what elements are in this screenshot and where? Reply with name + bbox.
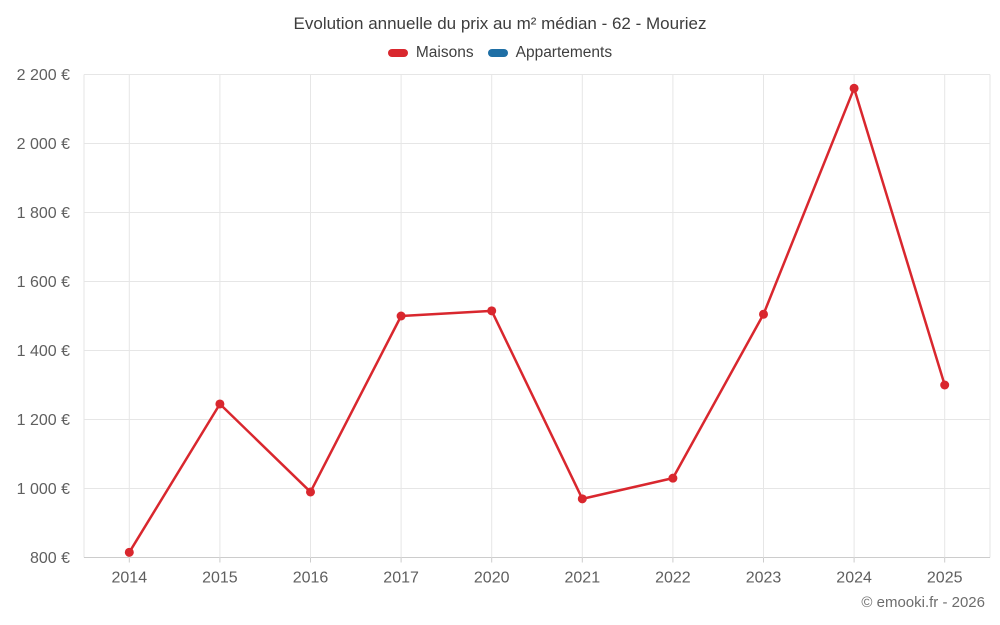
- data-point-maisons[interactable]: [577, 494, 587, 504]
- series-line-maisons: [128, 87, 946, 554]
- data-point-maisons[interactable]: [668, 473, 678, 483]
- x-axis-label: 2017: [383, 570, 419, 587]
- x-axis-label: 2020: [474, 570, 510, 587]
- x-axis-label: 2014: [112, 570, 148, 587]
- y-axis-label: 800 €: [30, 550, 70, 567]
- data-point-maisons[interactable]: [215, 399, 225, 409]
- y-axis-label: 1 800 €: [17, 205, 70, 222]
- data-point-maisons[interactable]: [940, 380, 950, 390]
- chart-legend: Maisons Appartements: [0, 44, 1000, 62]
- x-axis-label: 2022: [655, 570, 691, 587]
- legend-item-appartements[interactable]: Appartements: [487, 44, 613, 62]
- x-axis-label: 2024: [836, 570, 872, 587]
- y-axis-label: 1 000 €: [17, 481, 70, 498]
- legend-label-appartements: Appartements: [515, 44, 613, 61]
- chart-title: Evolution annuelle du prix au m² médian …: [293, 14, 707, 33]
- x-axis-label: 2016: [293, 570, 329, 587]
- data-point-maisons[interactable]: [306, 487, 315, 497]
- y-axis-label: 2 200 €: [17, 67, 70, 84]
- y-axis-label: 1 200 €: [17, 412, 70, 429]
- legend-swatch-maisons-icon: [387, 49, 408, 57]
- x-axis-label: 2015: [202, 570, 238, 587]
- legend-swatch-appartements-icon: [487, 49, 508, 57]
- x-axis-label: 2023: [746, 570, 782, 587]
- x-axis-label: 2021: [565, 570, 601, 587]
- y-axis-label: 1 600 €: [17, 274, 70, 291]
- legend-label-maisons: Maisons: [415, 44, 474, 61]
- copyright-footer: © emooki.fr - 2026: [861, 594, 985, 611]
- data-point-maisons[interactable]: [759, 309, 768, 319]
- data-point-maisons[interactable]: [396, 311, 406, 321]
- data-point-maisons[interactable]: [849, 83, 859, 93]
- legend-item-maisons[interactable]: Maisons: [387, 44, 474, 62]
- data-point-maisons[interactable]: [487, 306, 497, 316]
- data-point-maisons[interactable]: [124, 547, 134, 557]
- y-axis-label: 1 400 €: [17, 343, 70, 360]
- x-axis-label: 2025: [927, 570, 963, 587]
- y-axis-label: 2 000 €: [17, 136, 70, 153]
